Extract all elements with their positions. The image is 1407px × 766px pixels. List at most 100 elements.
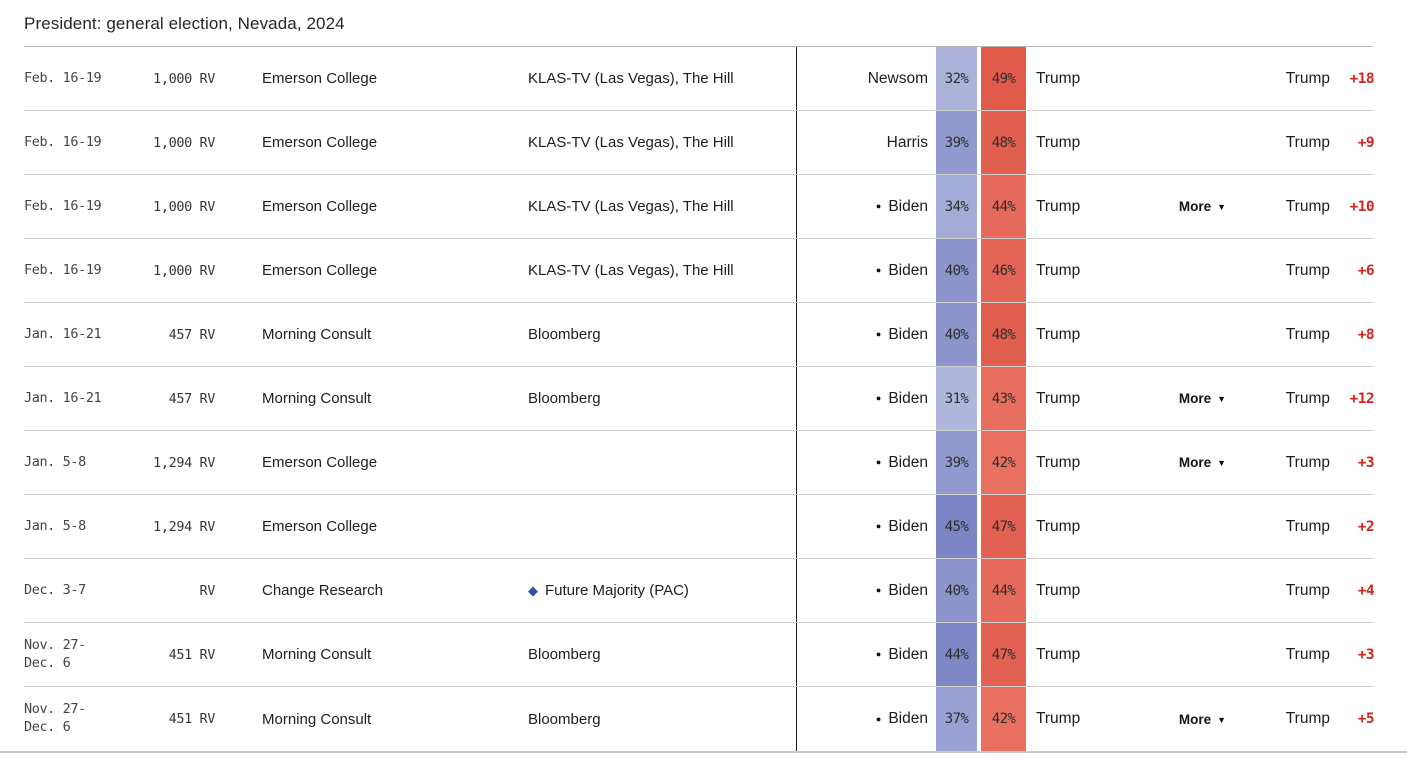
poll-row: Jan. 5-8 1,294 RV Emerson College ◆ ● Bi… (24, 431, 1375, 495)
sample-size: 1,000 RV (153, 134, 215, 151)
result-cell: Trump +6 (1265, 239, 1375, 302)
dem-candidate: ● Biden (797, 495, 936, 558)
rep-candidate: Trump (1036, 197, 1081, 215)
rep-candidate: Trump (1036, 517, 1081, 535)
margin-value: +3 (1357, 646, 1375, 663)
margin-value: +6 (1357, 262, 1375, 279)
rep-candidate: Trump (1036, 261, 1081, 279)
results-section: ● Biden 40% 48% Trump More ▼ Trump +8 (796, 303, 1375, 366)
incumbent-dot-icon: ● (875, 521, 882, 531)
dem-pct-cell: 31% (936, 367, 977, 430)
sponsor-name: ◆ KLAS-TV (Las Vegas), The Hill (528, 47, 796, 110)
pollster-name[interactable]: Emerson College (262, 262, 378, 279)
rep-candidate: Trump (1036, 453, 1081, 471)
results-section: ● Biden 37% 42% Trump More ▼ Trump +5 (796, 687, 1375, 751)
dem-candidate-label: Biden (888, 453, 928, 471)
more-cell: More ▼ (1140, 367, 1265, 430)
sponsor-name: ◆ Bloomberg (528, 367, 796, 430)
polls-page: President: general election, Nevada, 202… (24, 0, 1375, 751)
rep-pct-cell: 47% (981, 623, 1026, 686)
results-section: ● Biden 45% 47% Trump More ▼ Trump +2 (796, 495, 1375, 558)
sponsor-label: KLAS-TV (Las Vegas), The Hill (528, 70, 734, 87)
leader-name: Trump (1285, 325, 1330, 343)
margin-value: +8 (1357, 326, 1375, 343)
pollster-name[interactable]: Emerson College (262, 518, 378, 535)
result-cell: Trump +5 (1265, 687, 1375, 751)
more-button[interactable]: More ▼ (1179, 712, 1226, 727)
dem-candidate-label: Biden (888, 517, 928, 535)
pollster-name[interactable]: Emerson College (262, 454, 378, 471)
margin-value: +18 (1349, 70, 1375, 87)
poll-row: Nov. 27- Dec. 6 451 RV Morning Consult ◆… (24, 623, 1375, 687)
more-cell: More ▼ (1140, 623, 1265, 686)
sample-size: 1,294 RV (153, 518, 215, 535)
sponsor-label: Bloomberg (528, 326, 601, 343)
dem-candidate-label: Biden (888, 325, 928, 343)
more-label: More (1178, 711, 1212, 727)
incumbent-dot-icon: ● (875, 713, 882, 724)
leader-name: Trump (1285, 133, 1330, 151)
more-cell: More ▼ (1140, 495, 1265, 558)
rep-pct-cell: 49% (981, 47, 1026, 110)
sponsor-label: KLAS-TV (Las Vegas), The Hill (528, 262, 734, 279)
results-section: ● Biden 39% 42% Trump More ▼ Trump +3 (796, 431, 1375, 494)
results-section: ● Biden 40% 46% Trump More ▼ Trump +6 (796, 239, 1375, 302)
poll-row: Jan. 5-8 1,294 RV Emerson College ◆ ● Bi… (24, 495, 1375, 559)
rep-candidate: Trump (1036, 389, 1081, 407)
pollster-name[interactable]: Emerson College (262, 134, 378, 151)
poll-dates: Dec. 3-7 (24, 581, 86, 598)
rep-candidate: Trump (1036, 69, 1081, 87)
pollster-name[interactable]: Morning Consult (262, 710, 372, 728)
margin-value: +12 (1349, 390, 1375, 407)
poll-dates: Jan. 16-21 (24, 389, 102, 406)
poll-row: Dec. 3-7 RV Change Research ◆ Future Maj… (24, 559, 1375, 623)
more-button[interactable]: More ▼ (1179, 391, 1226, 406)
poll-row: Feb. 16-19 1,000 RV Emerson College ◆ KL… (24, 239, 1375, 303)
dem-candidate: ● Biden (797, 175, 936, 238)
more-button[interactable]: More ▼ (1179, 199, 1226, 214)
leader-name: Trump (1285, 261, 1330, 279)
dem-candidate: ● Biden (797, 559, 936, 622)
result-cell: Trump +2 (1265, 495, 1375, 558)
dem-candidate: ● Biden (797, 367, 936, 430)
pollster-name[interactable]: Morning Consult (262, 646, 372, 663)
sponsor-label: Bloomberg (528, 710, 601, 728)
margin-value: +4 (1357, 582, 1375, 599)
dem-candidate-label: Biden (888, 389, 928, 407)
more-cell: More ▼ (1140, 239, 1265, 302)
rep-pct-cell: 44% (981, 559, 1026, 622)
poll-row: Feb. 16-19 1,000 RV Emerson College ◆ KL… (24, 111, 1375, 175)
rep-candidate: Trump (1036, 325, 1081, 343)
incumbent-dot-icon: ● (875, 649, 882, 659)
results-section: ● Harris 39% 48% Trump More ▼ Trump +9 (796, 111, 1375, 174)
incumbent-dot-icon: ● (875, 457, 882, 467)
dem-candidate-label: Biden (888, 645, 928, 663)
rep-pct-cell: 44% (981, 175, 1026, 238)
dem-candidate: ● Biden (797, 687, 936, 751)
dem-candidate: ● Biden (797, 623, 936, 686)
pollster-name[interactable]: Emerson College (262, 70, 378, 87)
sample-size: 1,000 RV (153, 70, 215, 87)
leader-name: Trump (1285, 581, 1330, 599)
dem-candidate-label: Biden (888, 197, 928, 215)
poll-row: Feb. 16-19 1,000 RV Emerson College ◆ KL… (24, 47, 1375, 111)
poll-dates: Feb. 16-19 (24, 197, 102, 214)
result-cell: Trump +4 (1265, 559, 1375, 622)
poll-dates: Jan. 5-8 (24, 517, 86, 534)
sponsor-label: KLAS-TV (Las Vegas), The Hill (528, 134, 734, 151)
rep-candidate: Trump (1036, 645, 1081, 663)
sample-size: 1,000 RV (153, 262, 215, 279)
rep-pct-cell: 46% (981, 239, 1026, 302)
rep-pct-cell: 42% (981, 687, 1026, 751)
pollster-name[interactable]: Change Research (262, 582, 383, 599)
pollster-name[interactable]: Morning Consult (262, 326, 372, 343)
poll-dates: Nov. 27- Dec. 6 (24, 701, 86, 735)
pollster-name[interactable]: Emerson College (262, 198, 378, 215)
chevron-down-icon: ▼ (1217, 394, 1227, 404)
pollster-name[interactable]: Morning Consult (262, 390, 372, 407)
sponsor-diamond-icon: ◆ (528, 583, 538, 598)
sample-size: 457 RV (168, 326, 216, 343)
rep-pct-cell: 48% (981, 111, 1026, 174)
more-button[interactable]: More ▼ (1179, 455, 1226, 470)
rep-pct-cell: 47% (981, 495, 1026, 558)
